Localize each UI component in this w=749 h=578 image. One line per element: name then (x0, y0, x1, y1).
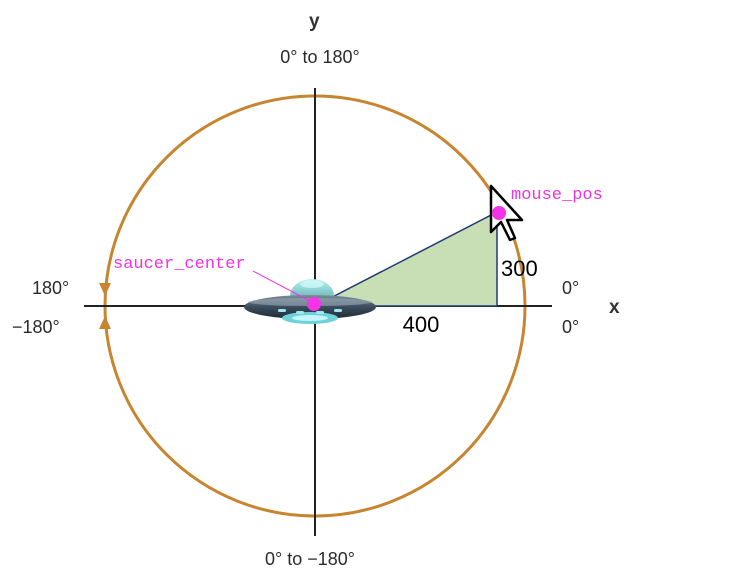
right-lower-angle-label: 0° (562, 317, 579, 337)
saucer-center-leader (252, 270, 311, 302)
arrow-up-icon (99, 316, 111, 329)
left-upper-angle-label: 180° (32, 278, 69, 298)
mouse-pos-label: mouse_pos (511, 186, 603, 205)
right-upper-angle-label: 0° (562, 278, 579, 298)
top-angle-label: 0° to 180° (280, 47, 359, 67)
bottom-angle-label: 0° to −180° (265, 549, 355, 569)
saucer-center-point (307, 297, 321, 311)
arrow-down-icon (99, 283, 111, 296)
mouse-pos-point (492, 206, 506, 220)
left-lower-angle-label: −180° (12, 317, 60, 337)
x-axis-label: x (609, 297, 620, 318)
y-axis-label: y (309, 11, 320, 32)
right-triangle (314, 210, 498, 307)
arrow-cursor-icon (489, 184, 524, 242)
triangle-base-label: 400 (403, 312, 440, 337)
triangle-height-label: 300 (501, 256, 538, 281)
saucer-center-label: saucer_center (113, 255, 246, 274)
